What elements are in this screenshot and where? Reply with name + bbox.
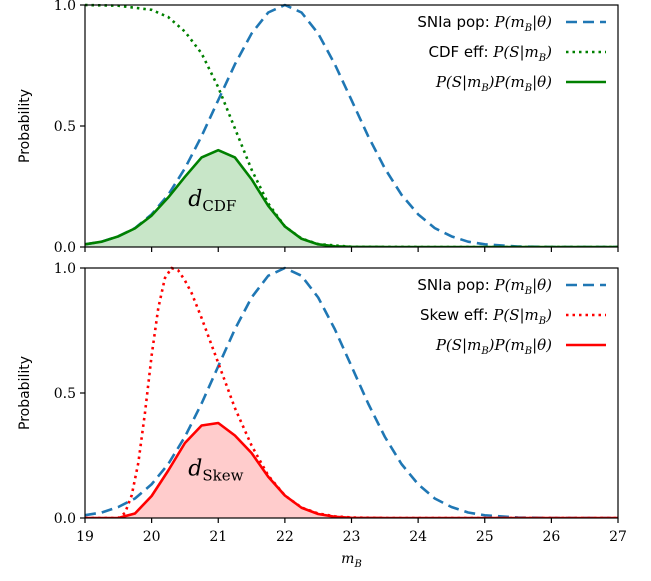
legend-label-1: CDF eff: P(S|mB) — [428, 43, 552, 64]
legend-label-0: SNIa pop: P(mB|θ) — [417, 276, 552, 297]
x-tick-label: 20 — [143, 529, 161, 545]
panel-bottom: 19 20 21 22 23 24 25 26 27 0.0 0.5 1.0 Probability mB… — [17, 261, 627, 570]
y-axis-label: Probability — [17, 89, 33, 163]
y-tick-label: 1.0 — [54, 0, 76, 14]
y-axis-label: Probability — [17, 356, 33, 430]
x-axis-label: mB — [341, 551, 362, 570]
x-tick-label: 23 — [343, 529, 361, 545]
x-tick-label: 25 — [476, 529, 494, 545]
x-tick-label: 21 — [209, 529, 227, 545]
x-tick-label: 27 — [609, 529, 627, 545]
x-tick-label: 22 — [276, 529, 294, 545]
area-annotation: dCDF — [188, 187, 236, 215]
y-tick-label: 0.5 — [54, 119, 76, 135]
area-fill-2 — [85, 150, 618, 247]
y-tick-label: 0.5 — [54, 386, 76, 402]
legend-label-2: P(S|mB)P(mB|θ) — [435, 73, 552, 94]
series-line-0 — [85, 3, 618, 247]
legend: SNIa pop: P(mB|θ) Skew eff: P(S|mB) P(S|mB… — [417, 276, 606, 357]
x-tick-label: 19 — [76, 529, 94, 545]
y-tick-label: 0.0 — [54, 511, 76, 527]
plot-area — [85, 3, 618, 247]
panel-top: 0.0 0.5 1.0 Probability dCDF SNIa pop: P(mB|θ… — [17, 0, 619, 256]
area-annotation: dSkew — [188, 457, 243, 485]
legend-label-1: Skew eff: P(S|mB) — [420, 306, 552, 327]
y-tick-label: 0.0 — [54, 240, 76, 256]
series-line-1 — [85, 266, 618, 518]
legend-label-0: SNIa pop: P(mB|θ) — [417, 13, 552, 34]
legend: SNIa pop: P(mB|θ) CDF eff: P(S|mB) P(S|mB)… — [417, 13, 606, 94]
series-line-0 — [85, 266, 618, 518]
x-tick-label: 26 — [542, 529, 560, 545]
legend-label-2: P(S|mB)P(mB|θ) — [435, 336, 552, 357]
x-tick-label: 24 — [409, 529, 427, 545]
area-fill-2 — [85, 423, 618, 518]
y-tick-label: 1.0 — [54, 261, 76, 277]
